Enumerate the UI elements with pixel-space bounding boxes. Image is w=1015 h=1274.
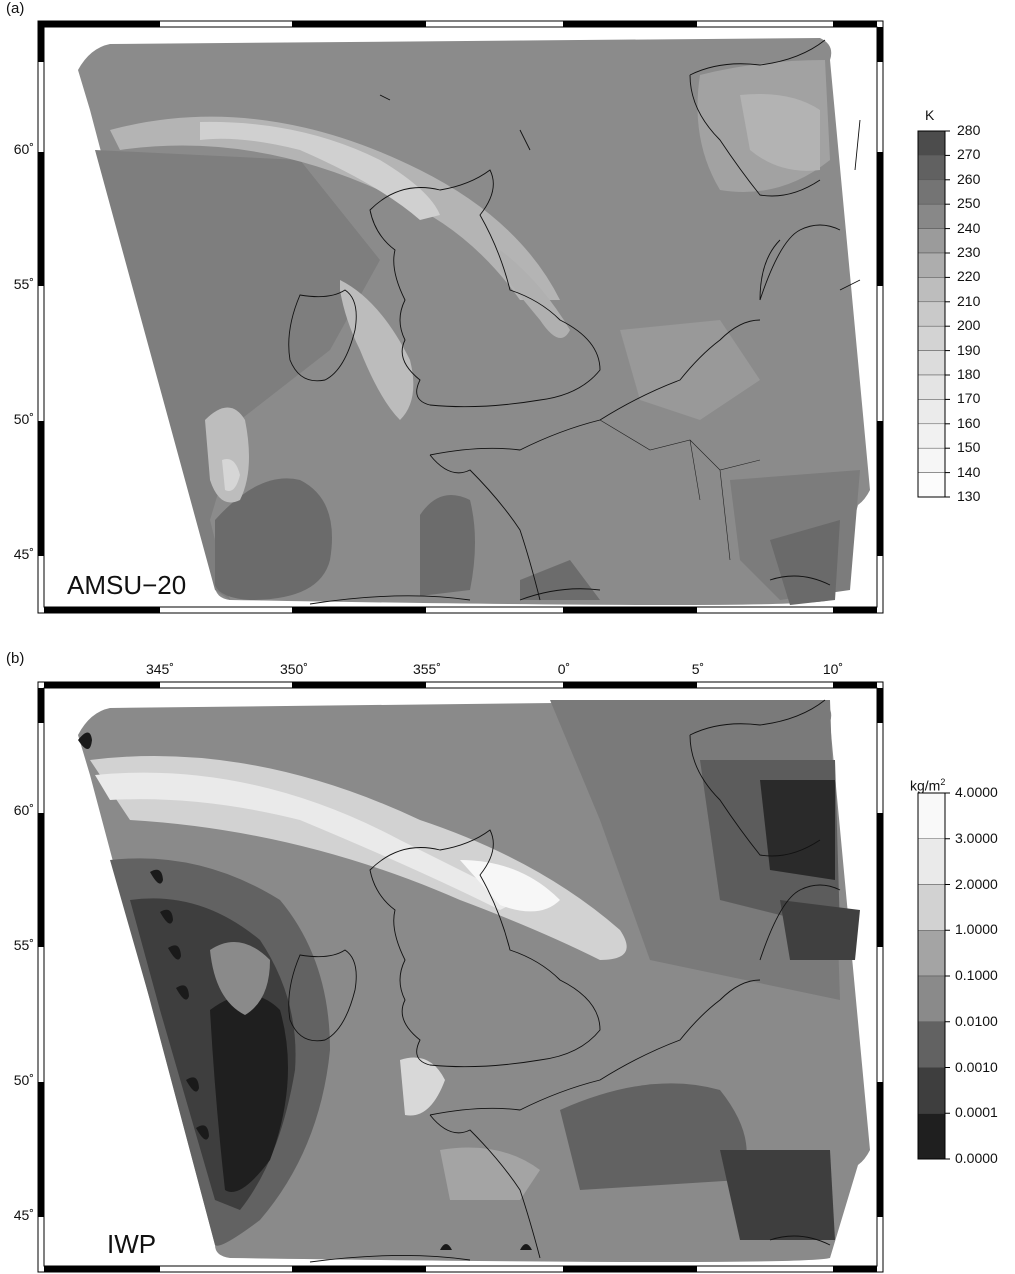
colorbar-swatch	[917, 472, 946, 498]
colorbar-tick-label: 1.0000	[955, 921, 998, 938]
map-title-b: IWP	[107, 1229, 157, 1259]
lat-label: 45˚	[13, 546, 34, 562]
colorbar-tick-label: 4.0000	[955, 784, 998, 800]
colorbar-tick-label: 200	[957, 317, 981, 334]
colorbar-tick-label: 140	[957, 463, 981, 480]
colorbar-tick-label: 190	[957, 341, 981, 358]
panel-label-a: (a)	[6, 0, 25, 17]
lon-label: 355˚	[412, 661, 442, 677]
colorbar-tick-label: 0.1000	[955, 967, 998, 983]
colorbar-tick-label: 0.0001	[955, 1104, 998, 1121]
colorbar-swatch	[917, 252, 946, 278]
lat-label: 60˚	[13, 141, 34, 157]
colorbar-tick-label: 0.0100	[955, 1012, 998, 1029]
colorbar-swatch	[917, 930, 946, 977]
coastlines-a	[288, 39, 861, 605]
lat-label: 55˚	[13, 276, 34, 292]
colorbar-tick-label: 170	[957, 390, 981, 407]
colorbar-swatch	[917, 179, 946, 205]
panel-a-map	[43, 26, 878, 608]
colorbar-tick-label: 280	[957, 122, 981, 138]
colorbar-swatch	[917, 884, 946, 931]
colorbar-tick-label: 260	[957, 170, 981, 187]
colorbar-b	[917, 792, 950, 1160]
colorbar-swatch	[917, 325, 946, 351]
colorbar-tick-label: 180	[957, 366, 981, 382]
colorbar-swatch	[917, 374, 946, 400]
colorbar-swatch	[917, 130, 946, 156]
colorbar-swatch	[917, 203, 946, 229]
colorbar-tick-label: 130	[957, 488, 981, 504]
colorbar-frame	[917, 130, 946, 498]
edge-markers	[78, 732, 532, 1250]
lat-label: 60˚	[13, 802, 34, 818]
colorbar-tick-label: 2.0000	[955, 875, 998, 892]
colorbar-tick-label: 250	[957, 195, 981, 212]
colorbar-swatch	[917, 423, 946, 449]
colorbar-swatch	[917, 301, 946, 327]
colorbar-tick-label: 0.0010	[955, 1058, 998, 1075]
colorbar-tick-label: 3.0000	[955, 829, 998, 846]
colorbar-tick-label: 220	[957, 268, 981, 285]
colorbar-swatch	[917, 228, 946, 254]
colorbar-tick-label: 270	[957, 146, 981, 163]
colorbar-swatch	[917, 399, 946, 425]
colorbar-swatch	[917, 350, 946, 376]
colorbar-a-unit: K	[925, 107, 935, 123]
colorbar-swatch	[917, 1021, 946, 1068]
colorbar-tick-label: 0.0000	[955, 1150, 998, 1166]
colorbar-swatch	[917, 447, 946, 473]
lat-label: 50˚	[13, 1072, 34, 1088]
lat-label: 50˚	[13, 411, 34, 427]
lon-label: 5˚	[691, 661, 705, 677]
colorbar-tick-label: 230	[957, 244, 981, 260]
panel-b-map	[43, 687, 878, 1267]
frame-b	[37, 681, 884, 1273]
map-title-a: AMSU−20	[67, 570, 187, 600]
colorbar-swatch	[917, 155, 946, 181]
colorbar-swatch	[917, 975, 946, 1022]
lon-label: 0˚	[557, 661, 571, 677]
lon-label: 10˚	[822, 661, 844, 677]
colorbar-a	[917, 130, 950, 498]
colorbar-swatch	[917, 1067, 946, 1114]
colorbar-tick-label: 160	[957, 414, 981, 431]
colorbar-tick-label: 150	[957, 439, 981, 456]
colorbar-swatch	[917, 838, 946, 885]
colorbar-b-unit: kg/m2	[910, 777, 946, 794]
panel-label-b: (b)	[6, 650, 25, 667]
lat-label: 45˚	[13, 1207, 34, 1223]
lon-label: 350˚	[279, 661, 309, 677]
colorbar-swatch	[917, 277, 946, 303]
frame-a	[37, 20, 884, 614]
colorbar-swatch	[917, 792, 946, 839]
coastlines-b	[288, 699, 841, 1263]
colorbar-tick-label: 240	[957, 219, 981, 236]
colorbar-tick-label: 210	[957, 292, 981, 309]
lat-label: 55˚	[13, 937, 34, 953]
colorbar-swatch	[917, 1113, 946, 1160]
lon-label: 345˚	[145, 661, 175, 677]
